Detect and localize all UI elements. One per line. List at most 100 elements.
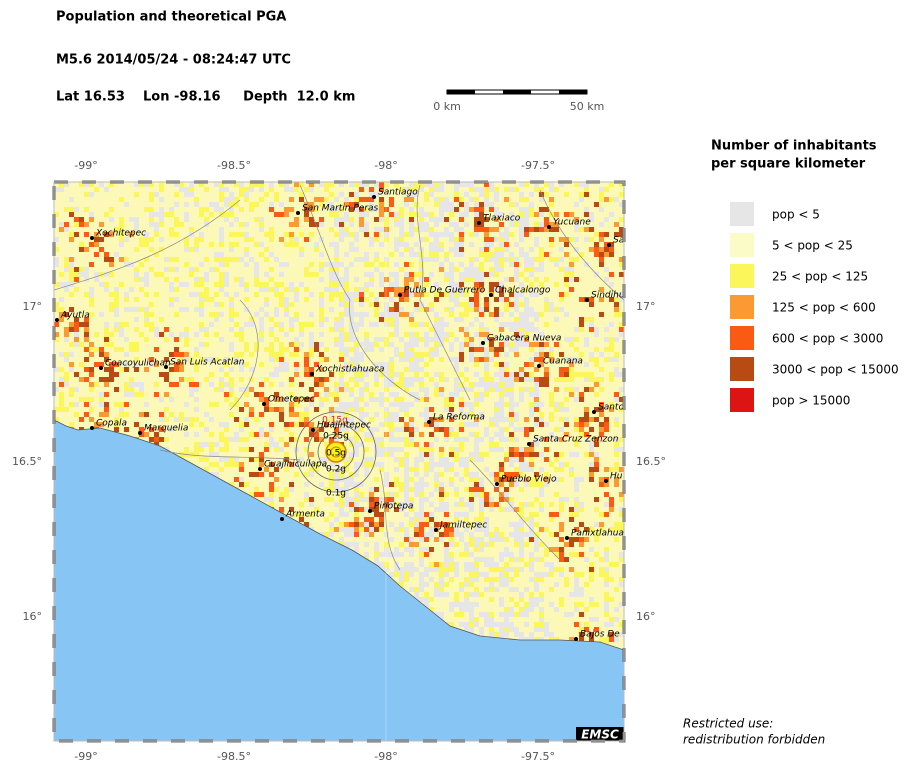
pop-cell bbox=[449, 262, 454, 267]
pop-cell bbox=[69, 237, 74, 242]
pop-cell bbox=[379, 262, 384, 267]
pop-cell bbox=[204, 277, 209, 282]
pop-cell bbox=[494, 562, 499, 567]
pop-cell bbox=[459, 502, 464, 507]
pop-cell bbox=[169, 382, 174, 387]
pop-cell bbox=[64, 312, 69, 317]
pop-cell bbox=[284, 262, 289, 267]
pop-cell bbox=[469, 382, 474, 387]
pop-cell bbox=[234, 357, 239, 362]
pop-cell bbox=[489, 447, 494, 452]
pop-cell bbox=[249, 352, 254, 357]
pop-cell bbox=[259, 287, 264, 292]
pop-cell bbox=[409, 182, 414, 187]
pop-cell bbox=[404, 572, 409, 577]
pop-cell bbox=[474, 277, 479, 282]
pop-cell bbox=[484, 372, 489, 377]
pop-cell bbox=[234, 437, 239, 442]
pop-cell bbox=[554, 282, 559, 287]
pop-cell bbox=[474, 602, 479, 607]
pop-cell bbox=[134, 422, 139, 427]
pop-cell bbox=[414, 397, 419, 402]
pop-cell bbox=[424, 532, 429, 537]
pop-cell bbox=[529, 577, 534, 582]
pop-cell bbox=[519, 192, 524, 197]
pop-cell bbox=[314, 272, 319, 277]
pop-cell bbox=[304, 372, 309, 377]
pop-cell bbox=[499, 237, 504, 242]
pop-cell bbox=[429, 422, 434, 427]
pop-cell bbox=[479, 222, 484, 227]
pop-cell bbox=[489, 567, 494, 572]
pop-cell bbox=[199, 207, 204, 212]
pop-cell bbox=[334, 477, 339, 482]
pop-cell bbox=[124, 257, 129, 262]
pop-cell bbox=[434, 187, 439, 192]
pop-cell bbox=[489, 287, 494, 292]
pop-cell bbox=[539, 607, 544, 612]
pop-cell bbox=[494, 472, 499, 477]
pop-cell bbox=[59, 392, 64, 397]
pop-cell bbox=[499, 362, 504, 367]
pop-cell bbox=[464, 307, 469, 312]
pop-cell bbox=[189, 247, 194, 252]
pop-cell bbox=[319, 267, 324, 272]
pop-cell bbox=[549, 512, 554, 517]
pop-cell bbox=[419, 572, 424, 577]
pop-cell bbox=[99, 237, 104, 242]
pop-cell bbox=[179, 377, 184, 382]
pop-cell bbox=[524, 377, 529, 382]
pop-cell bbox=[154, 212, 159, 217]
pop-cell bbox=[169, 212, 174, 217]
pop-cell bbox=[444, 432, 449, 437]
pop-cell bbox=[314, 382, 319, 387]
pop-cell bbox=[64, 282, 69, 287]
pop-cell bbox=[464, 272, 469, 277]
pop-cell bbox=[224, 257, 229, 262]
pop-cell bbox=[429, 607, 434, 612]
pop-cell bbox=[174, 367, 179, 372]
pop-cell bbox=[184, 242, 189, 247]
pop-cell bbox=[219, 187, 224, 192]
pop-cell bbox=[179, 452, 184, 457]
pop-cell bbox=[394, 482, 399, 487]
pop-cell bbox=[109, 232, 114, 237]
pop-cell bbox=[404, 377, 409, 382]
pop-cell bbox=[444, 292, 449, 297]
pop-cell bbox=[374, 462, 379, 467]
pop-cell bbox=[474, 217, 479, 222]
pop-cell bbox=[219, 382, 224, 387]
pop-cell bbox=[519, 322, 524, 327]
pop-cell bbox=[209, 417, 214, 422]
pop-cell bbox=[89, 297, 94, 302]
pop-cell bbox=[414, 322, 419, 327]
pop-cell bbox=[489, 252, 494, 257]
pop-cell bbox=[239, 467, 244, 472]
pop-cell bbox=[519, 537, 524, 542]
pop-cell bbox=[419, 452, 424, 457]
pop-cell bbox=[274, 447, 279, 452]
pop-cell bbox=[64, 352, 69, 357]
pop-cell bbox=[139, 387, 144, 392]
pop-cell bbox=[229, 382, 234, 387]
pop-cell bbox=[384, 447, 389, 452]
pop-cell bbox=[404, 202, 409, 207]
pop-cell bbox=[299, 332, 304, 337]
pop-cell bbox=[269, 207, 274, 212]
pop-cell bbox=[499, 247, 504, 252]
pop-cell bbox=[169, 257, 174, 262]
pop-cell bbox=[349, 532, 354, 537]
pop-cell bbox=[259, 472, 264, 477]
pop-cell bbox=[509, 472, 514, 477]
pop-cell bbox=[394, 282, 399, 287]
pop-cell bbox=[204, 412, 209, 417]
pop-cell bbox=[529, 327, 534, 332]
pop-cell bbox=[519, 207, 524, 212]
pop-cell bbox=[359, 317, 364, 322]
pop-cell bbox=[469, 352, 474, 357]
pop-cell bbox=[449, 602, 454, 607]
pop-cell bbox=[549, 302, 554, 307]
pop-cell bbox=[184, 337, 189, 342]
pop-cell bbox=[304, 212, 309, 217]
pop-cell bbox=[464, 422, 469, 427]
